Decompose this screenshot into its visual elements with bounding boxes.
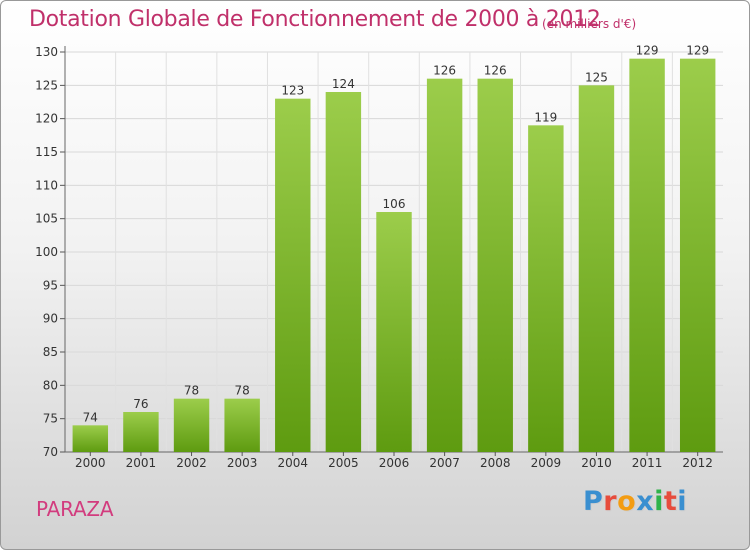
x-tick-label: 2006 (379, 456, 410, 470)
x-tick-label: 2010 (581, 456, 612, 470)
x-tick-label: 2009 (531, 456, 562, 470)
y-tick-label: 110 (35, 178, 58, 192)
bar (224, 398, 260, 452)
logo-letter: i (677, 486, 688, 517)
data-label: 126 (433, 64, 456, 78)
bar (578, 85, 615, 452)
data-label: 123 (281, 84, 304, 98)
y-tick-label: 125 (35, 78, 58, 92)
x-tick-label: 2005 (328, 456, 359, 470)
bar (629, 58, 665, 453)
bar (528, 125, 564, 452)
logo-letter: x (636, 486, 655, 517)
data-label: 129 (686, 44, 709, 58)
logo-letter: i (654, 486, 664, 517)
data-label: 125 (585, 70, 608, 84)
logo-letter: t (663, 486, 678, 517)
data-label: 74 (83, 410, 98, 424)
chart-title: Dotation Globale de Fonctionnement de 20… (29, 7, 601, 32)
y-tick-label: 90 (43, 312, 58, 326)
logo-letter: r (603, 486, 618, 517)
bar (275, 98, 311, 453)
y-tick-label: 75 (43, 412, 58, 426)
y-tick-label: 80 (43, 378, 58, 392)
bar (72, 425, 109, 452)
x-tick-label: 2003 (227, 456, 258, 470)
y-tick-label: 85 (43, 345, 58, 359)
data-label: 126 (484, 64, 507, 78)
logo-letter: o (617, 486, 637, 517)
y-tick-label: 130 (35, 45, 58, 59)
data-label: 78 (235, 384, 250, 398)
data-label: 76 (133, 397, 148, 411)
y-tick-label: 100 (35, 245, 58, 259)
bar (173, 398, 210, 452)
bar (426, 78, 463, 453)
x-tick-label: 2011 (632, 456, 663, 470)
y-tick-label: 95 (43, 278, 58, 292)
x-tick-label: 2007 (429, 456, 460, 470)
x-tick-label: 2000 (75, 456, 106, 470)
bar (123, 412, 159, 452)
y-tick-label: 70 (43, 445, 58, 459)
bar (376, 212, 412, 452)
chart-units: (en milliers d'€) (542, 17, 637, 31)
proxiti-logo: Proxiti (583, 486, 687, 517)
bar (477, 78, 513, 453)
x-tick-label: 2004 (277, 456, 308, 470)
x-tick-label: 2012 (682, 456, 713, 470)
city-name: PARAZA (36, 497, 114, 521)
data-label: 106 (383, 197, 406, 211)
x-tick-label: 2002 (176, 456, 207, 470)
x-tick-label: 2001 (126, 456, 157, 470)
y-tick-label: 120 (35, 112, 58, 126)
bar (679, 58, 716, 453)
data-label: 78 (184, 384, 199, 398)
y-tick-label: 115 (35, 145, 58, 159)
data-label: 124 (332, 77, 355, 91)
data-label: 129 (636, 44, 659, 58)
bar (325, 92, 362, 452)
x-tick-label: 2008 (480, 456, 511, 470)
y-tick-label: 105 (35, 212, 58, 226)
logo-letter: P (583, 486, 604, 517)
data-label: 119 (534, 110, 557, 124)
